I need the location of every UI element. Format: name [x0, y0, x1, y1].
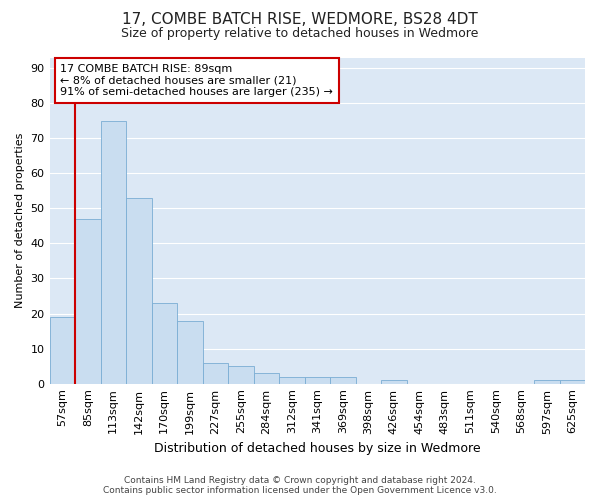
X-axis label: Distribution of detached houses by size in Wedmore: Distribution of detached houses by size …: [154, 442, 481, 455]
Bar: [330, 376, 356, 384]
Y-axis label: Number of detached properties: Number of detached properties: [15, 133, 25, 308]
Bar: [305, 376, 330, 384]
Bar: [560, 380, 585, 384]
Bar: [101, 120, 126, 384]
Bar: [254, 373, 279, 384]
Bar: [279, 376, 305, 384]
Bar: [126, 198, 152, 384]
Bar: [177, 320, 203, 384]
Bar: [75, 219, 101, 384]
Bar: [534, 380, 560, 384]
Bar: [50, 317, 75, 384]
Text: 17 COMBE BATCH RISE: 89sqm
← 8% of detached houses are smaller (21)
91% of semi-: 17 COMBE BATCH RISE: 89sqm ← 8% of detac…: [60, 64, 333, 97]
Bar: [381, 380, 407, 384]
Bar: [152, 303, 177, 384]
Text: Contains HM Land Registry data © Crown copyright and database right 2024.
Contai: Contains HM Land Registry data © Crown c…: [103, 476, 497, 495]
Bar: [228, 366, 254, 384]
Text: 17, COMBE BATCH RISE, WEDMORE, BS28 4DT: 17, COMBE BATCH RISE, WEDMORE, BS28 4DT: [122, 12, 478, 28]
Bar: [203, 362, 228, 384]
Text: Size of property relative to detached houses in Wedmore: Size of property relative to detached ho…: [121, 28, 479, 40]
